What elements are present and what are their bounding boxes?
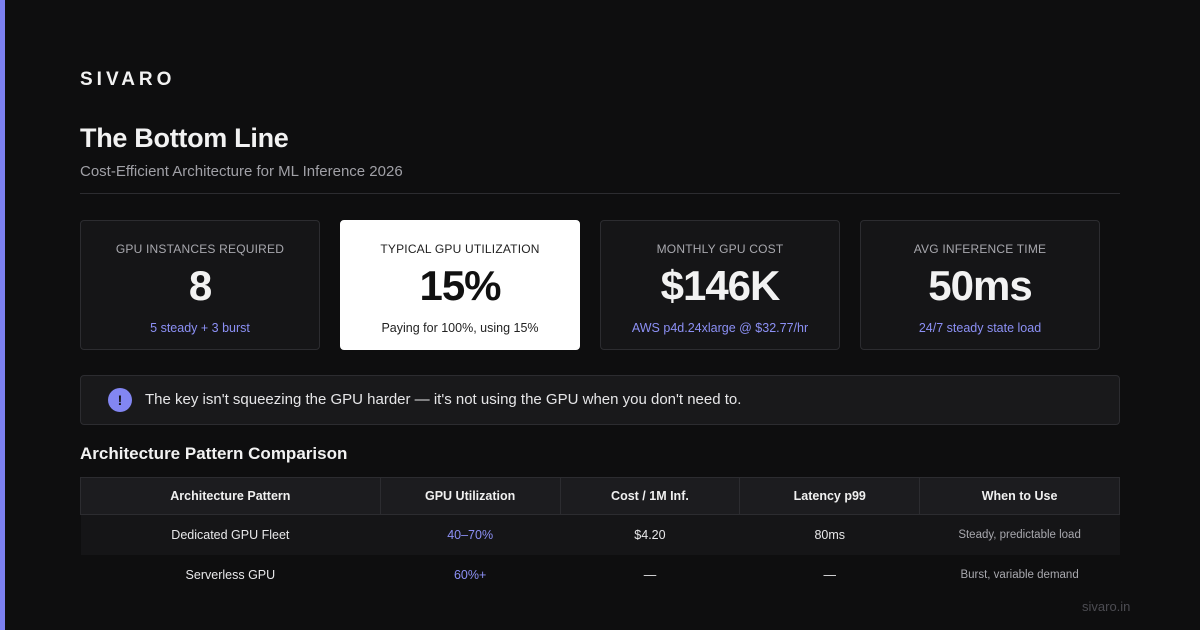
table-cell: Steady, predictable load: [919, 514, 1120, 555]
stat-card: TYPICAL GPU UTILIZATION 15% Paying for 100…: [340, 220, 580, 350]
card-note: 5 steady + 3 burst: [150, 321, 250, 335]
table-cell: —: [643, 567, 657, 582]
column-header: When to Use: [919, 477, 1120, 515]
stat-card: MONTHLY GPU COST $146K AWS p4d.24xlarge @ …: [600, 220, 840, 350]
callout-icon: !: [108, 388, 132, 412]
table-cell: —: [823, 567, 837, 582]
table-row: Serverless GPU 60%+ — — Burst, variable dema…: [81, 555, 1120, 595]
card-label: GPU INSTANCES REQUIRED: [115, 242, 285, 256]
card-value: 15%: [419, 262, 501, 309]
callout: ! The key isn't squeezing the GPU harder…: [80, 375, 1120, 425]
stat-card: GPU INSTANCES REQUIRED 8 5 steady + 3 burs…: [80, 220, 320, 350]
brand: SIVARO: [80, 69, 176, 90]
table-title: Architecture Pattern Comparison: [80, 444, 348, 463]
subtitle: Cost-Efficient Architecture for ML Infer…: [80, 163, 403, 180]
card-label: MONTHLY GPU COST: [656, 242, 784, 256]
callout-text: The key isn't squeezing the GPU harder —…: [145, 391, 742, 408]
card-label: AVG INFERENCE TIME: [913, 242, 1047, 256]
table-row: Dedicated GPU Fleet 40–70% $4.20 80ms Steady…: [80, 514, 1120, 555]
table-cell: $4.20: [560, 514, 740, 555]
table-cell: Dedicated GPU Fleet: [80, 514, 381, 555]
card-note: Paying for 100%, using 15%: [381, 321, 539, 335]
header-row: Architecture Pattern GPU Utilization Cost …: [80, 477, 1120, 515]
card-note: AWS p4d.24xlarge @ $32.77/hr: [631, 321, 809, 335]
column-header: GPU Utilization: [379, 477, 561, 515]
table-cell: 80ms: [739, 514, 920, 555]
table-cell: Burst, variable demand: [960, 568, 1079, 581]
column-header: Latency p99: [739, 477, 921, 515]
divider: [80, 193, 1120, 194]
footer: sivaro.in: [1082, 599, 1131, 614]
comparison-table: Architecture Pattern GPU Utilization Cost …: [80, 477, 1120, 595]
table-cell: 60%+: [453, 567, 487, 582]
column-header: Cost / 1M Inf.: [559, 477, 741, 515]
card-note: 24/7 steady state load: [918, 321, 1042, 335]
card-value: $146K: [660, 262, 781, 309]
column-header: Architecture Pattern: [80, 477, 381, 515]
card-value: 50ms: [928, 262, 1032, 309]
card-value: 8: [188, 262, 212, 309]
stat-card: AVG INFERENCE TIME 50ms 24/7 steady state …: [860, 220, 1100, 350]
table-cell: Serverless GPU: [185, 567, 276, 582]
title: The Bottom Line: [80, 123, 289, 153]
accent-bar: [0, 0, 5, 630]
card-label: TYPICAL GPU UTILIZATION: [380, 242, 540, 256]
table-cell: 40–70%: [380, 514, 561, 555]
